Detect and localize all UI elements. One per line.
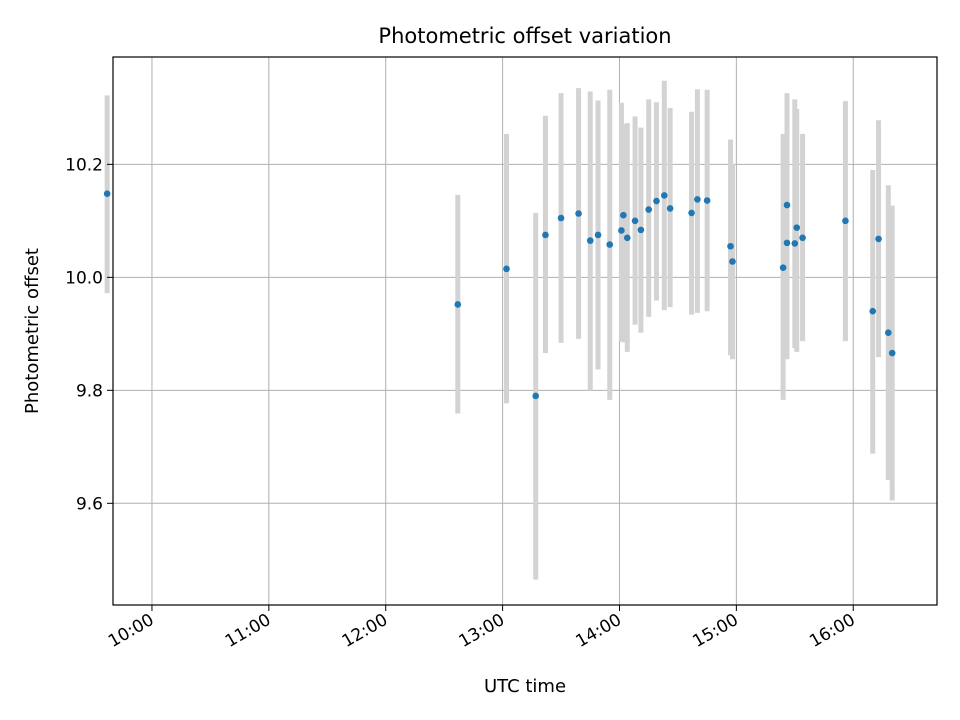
- data-point: [103, 190, 111, 198]
- data-point: [532, 392, 540, 400]
- x-tick-label: 16:00: [806, 610, 858, 652]
- data-point: [606, 241, 614, 248]
- y-tick-label: 9.6: [76, 494, 103, 514]
- data-point: [791, 240, 799, 247]
- data-point: [799, 234, 806, 242]
- data-point: [885, 329, 892, 336]
- data-point: [888, 349, 896, 357]
- data-point: [694, 196, 701, 203]
- data-point: [875, 235, 882, 243]
- data-point: [631, 217, 639, 225]
- data-point: [783, 201, 791, 209]
- chart-title: Photometric offset variation: [378, 24, 671, 48]
- data-point: [729, 258, 736, 265]
- y-tick-label: 10.2: [65, 155, 103, 175]
- plot-frame: [112, 56, 938, 606]
- data-point: [869, 307, 877, 315]
- data-point: [793, 224, 801, 231]
- data-point: [660, 192, 668, 199]
- x-tick-label: 12:00: [339, 610, 391, 652]
- y-tick-label: 10.0: [65, 268, 103, 288]
- data-point: [575, 210, 582, 217]
- x-axis-ticks: 10:00 11:00 12:00 13:00 14:00 15:00 16:00: [105, 605, 859, 652]
- data-point: [594, 231, 602, 239]
- x-tick-label: 14:00: [573, 610, 625, 652]
- y-axis-label: Photometric offset: [22, 248, 43, 414]
- data-point: [842, 217, 849, 225]
- data-point: [637, 226, 645, 234]
- data-point: [653, 197, 660, 205]
- data-point: [586, 237, 594, 244]
- y-axis-ticks: 9.6 9.8 10.0 10.2: [65, 155, 113, 514]
- data-point: [454, 301, 462, 308]
- x-tick-label: 10:00: [105, 610, 157, 652]
- data-point: [727, 242, 734, 250]
- data-point: [503, 265, 510, 273]
- x-axis-label: UTC time: [484, 676, 566, 697]
- grid-lines: [113, 57, 937, 605]
- data-point: [645, 206, 652, 213]
- x-tick-label: 13:00: [456, 610, 508, 652]
- y-tick-label: 9.8: [76, 381, 103, 401]
- data-point: [620, 211, 627, 219]
- data-point: [703, 197, 711, 204]
- x-tick-label: 15:00: [689, 610, 741, 652]
- data-point: [623, 234, 631, 242]
- data-point: [779, 264, 787, 272]
- data-point: [783, 239, 791, 247]
- data-points: [103, 190, 896, 400]
- x-tick-label: 11:00: [222, 610, 274, 652]
- error-bars: [104, 80, 895, 580]
- data-point: [557, 214, 565, 222]
- data-point: [542, 231, 549, 239]
- data-point: [688, 209, 695, 217]
- data-point: [618, 227, 625, 234]
- data-point: [666, 205, 674, 212]
